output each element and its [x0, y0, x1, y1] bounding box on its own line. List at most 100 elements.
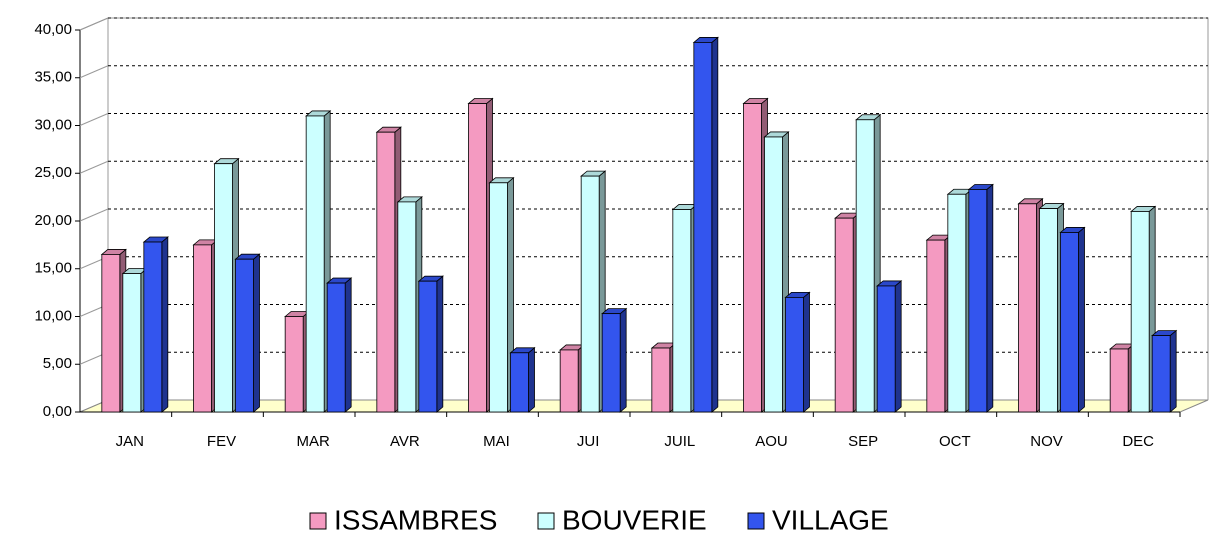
x-tick-label: OCT	[939, 433, 971, 450]
bar-face	[580, 175, 600, 413]
bar	[580, 170, 607, 413]
y-tick-label: 30,00	[34, 116, 72, 133]
bar-face	[468, 103, 487, 413]
y-tick-label: 40,00	[34, 21, 72, 38]
bar-face	[672, 209, 692, 413]
bar-face	[1109, 348, 1129, 413]
bar	[692, 36, 719, 413]
bar	[650, 342, 677, 413]
x-tick-label: JUIL	[664, 433, 695, 450]
bar	[509, 346, 536, 413]
bar-face	[418, 280, 438, 413]
bar-face	[122, 273, 142, 413]
bar-face	[947, 193, 967, 413]
bar-face	[1018, 203, 1037, 413]
bar-face	[161, 236, 169, 413]
bar	[925, 234, 952, 413]
bar-face	[894, 280, 902, 413]
bar	[375, 126, 402, 413]
bar-face	[101, 254, 121, 413]
bar-face	[651, 347, 671, 413]
y-tick-label: 10,00	[34, 307, 72, 324]
legend-swatch	[537, 512, 555, 530]
bar	[559, 344, 586, 413]
bar-face	[214, 163, 233, 413]
x-tick-label: MAR	[296, 433, 330, 450]
grid-side	[79, 65, 109, 79]
x-tick-label: SEP	[848, 433, 878, 450]
x-tick-label: MAI	[483, 433, 510, 450]
bar	[142, 236, 169, 413]
y-tick-label: 25,00	[34, 164, 72, 181]
grid-side	[79, 17, 109, 31]
legend-swatch	[747, 512, 765, 530]
bar	[742, 97, 769, 413]
legend-label: VILLAGE	[772, 504, 889, 535]
bar-face	[397, 201, 417, 413]
bar	[946, 188, 973, 413]
grid-side	[79, 160, 109, 174]
bar	[834, 212, 861, 413]
bar	[967, 183, 994, 413]
bar	[192, 239, 219, 413]
legend-swatch	[309, 512, 327, 530]
bar	[488, 176, 515, 413]
y-tick-label: 20,00	[34, 212, 72, 229]
bar	[671, 203, 698, 413]
bar-face	[855, 119, 875, 413]
bar-face	[1039, 208, 1058, 413]
bar-face	[376, 131, 396, 413]
bar-face	[436, 275, 444, 413]
bar	[1038, 202, 1065, 413]
bar-face	[764, 136, 783, 413]
bar-face	[559, 349, 579, 413]
bar-face	[326, 282, 346, 413]
x-tick-label: DEC	[1122, 433, 1154, 450]
grid-side	[79, 113, 109, 126]
y-tick-label: 0,00	[43, 403, 72, 420]
x-tick-label: JAN	[116, 433, 144, 450]
bar	[784, 291, 811, 413]
bar-face	[619, 307, 627, 413]
x-tick-label: JUI	[577, 433, 600, 450]
bar-face	[803, 291, 810, 413]
bar	[1109, 343, 1136, 413]
bar	[1130, 205, 1157, 413]
x-tick-label: AOU	[755, 433, 788, 450]
bar-face	[1130, 211, 1150, 413]
bar-face	[1151, 335, 1171, 413]
bar	[234, 253, 261, 413]
bar-face	[926, 239, 946, 413]
bar	[121, 267, 148, 413]
bar	[396, 196, 423, 413]
y-tick-label: 5,00	[43, 355, 72, 372]
bar-face	[1060, 232, 1079, 413]
bar	[467, 97, 494, 413]
bar-face	[834, 217, 854, 413]
x-tick-label: NOV	[1030, 433, 1063, 450]
bar-face	[601, 313, 621, 413]
bar	[601, 307, 628, 413]
bar-face	[986, 183, 994, 413]
bar-face	[785, 296, 804, 413]
bar	[213, 157, 240, 413]
bar-face	[284, 316, 304, 413]
bar	[1059, 226, 1086, 413]
x-tick-label: FEV	[207, 433, 236, 450]
legend-label: ISSAMBRES	[334, 504, 497, 535]
bar-face	[1078, 226, 1085, 413]
bar	[1151, 329, 1178, 413]
bar-face	[143, 241, 163, 413]
bar	[305, 110, 332, 413]
bar	[326, 277, 353, 413]
bar-face	[1169, 329, 1177, 413]
grid-side	[79, 208, 109, 222]
bar-face	[253, 253, 260, 413]
bar-face	[305, 115, 325, 413]
bar-face	[489, 182, 508, 413]
y-tick-label: 15,00	[34, 260, 72, 277]
bar-face	[876, 285, 896, 413]
bar-face	[510, 352, 529, 413]
bar	[763, 131, 790, 413]
